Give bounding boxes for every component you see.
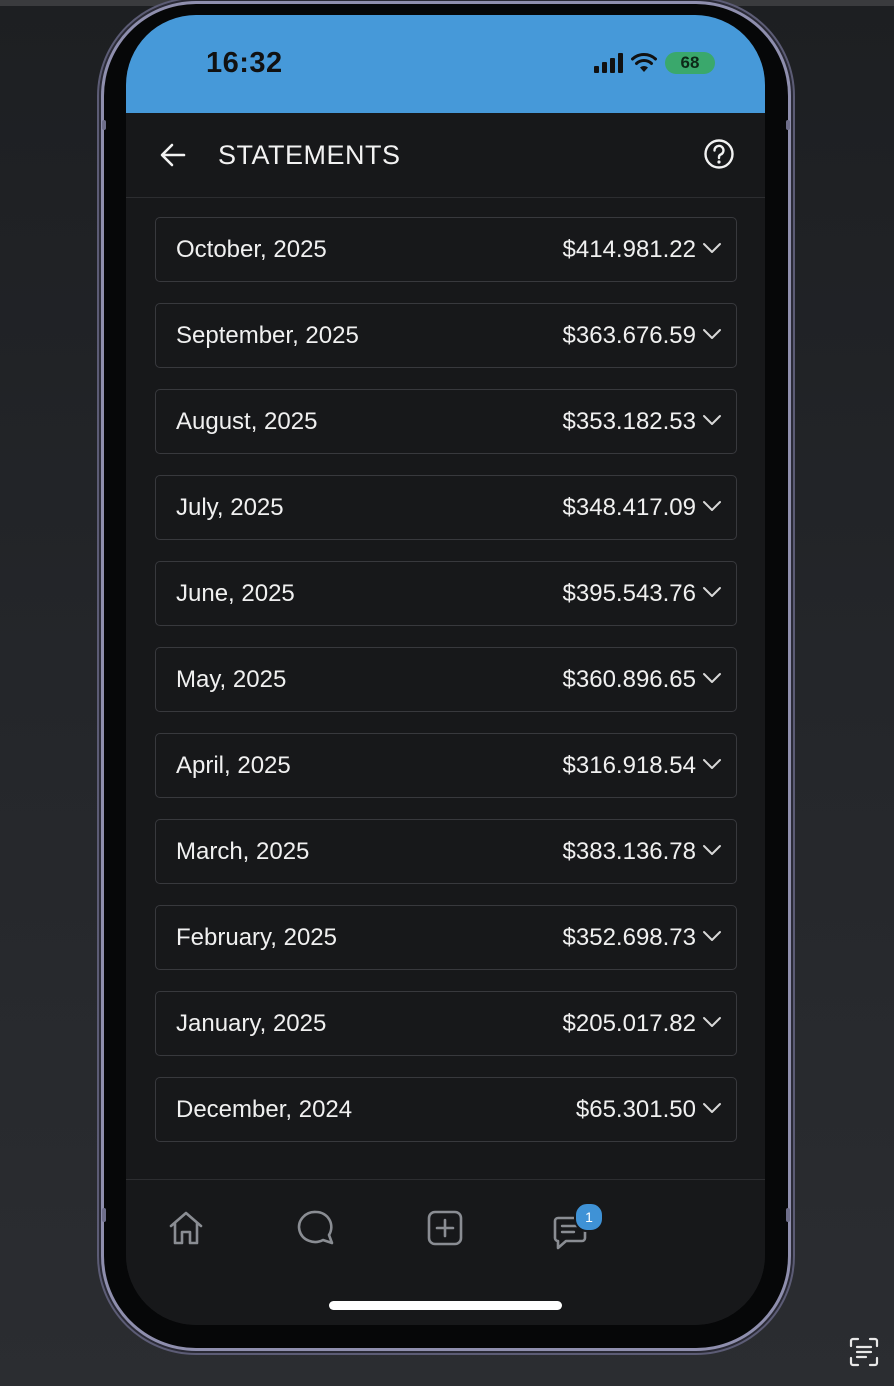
statement-amount: $352.698.73 xyxy=(562,924,696,951)
statement-amount: $395.543.76 xyxy=(562,580,696,607)
home-icon[interactable] xyxy=(166,1208,206,1248)
statement-row[interactable]: May, 2025 $360.896.65 xyxy=(155,647,737,712)
chevron-down-icon[interactable] xyxy=(702,413,722,427)
cellular-signal-icon xyxy=(594,53,623,73)
chevron-down-icon[interactable] xyxy=(702,327,722,341)
statement-row[interactable]: December, 2024 $65.301.50 xyxy=(155,1077,737,1142)
phone-volume-button xyxy=(102,1208,106,1222)
messages-badge: 1 xyxy=(574,1202,604,1232)
phone-power-button xyxy=(786,120,790,130)
chevron-down-icon[interactable] xyxy=(702,241,722,255)
statement-month: January, 2025 xyxy=(176,1010,327,1037)
statement-month: May, 2025 xyxy=(176,666,287,693)
phone-screen: 16:32 68 STATEMENTS October, xyxy=(126,15,765,1325)
statement-row[interactable]: August, 2025 $353.182.53 xyxy=(155,389,737,454)
status-icons: 68 xyxy=(594,52,715,74)
status-bar: 16:32 68 xyxy=(126,15,765,113)
statement-amount: $348.417.09 xyxy=(562,494,696,521)
scan-text-icon[interactable] xyxy=(849,1337,879,1367)
statement-month: March, 2025 xyxy=(176,838,310,865)
chevron-down-icon[interactable] xyxy=(702,843,722,857)
statement-row[interactable]: March, 2025 $383.136.78 xyxy=(155,819,737,884)
statement-row[interactable]: February, 2025 $352.698.73 xyxy=(155,905,737,970)
chevron-down-icon[interactable] xyxy=(702,585,722,599)
statement-row[interactable]: July, 2025 $348.417.09 xyxy=(155,475,737,540)
chevron-down-icon[interactable] xyxy=(702,1101,722,1115)
statement-month: April, 2025 xyxy=(176,752,291,779)
chevron-down-icon[interactable] xyxy=(702,499,722,513)
home-indicator[interactable] xyxy=(329,1301,562,1310)
statement-month: August, 2025 xyxy=(176,408,318,435)
statement-row[interactable]: April, 2025 $316.918.54 xyxy=(155,733,737,798)
statement-row[interactable]: June, 2025 $395.543.76 xyxy=(155,561,737,626)
statements-list: October, 2025 $414.981.22 September, 2025 $… xyxy=(155,217,737,1163)
statement-month: December, 2024 xyxy=(176,1096,353,1123)
page-header: STATEMENTS xyxy=(126,113,765,198)
bottom-tab-bar: 1 xyxy=(126,1179,765,1325)
statement-amount: $360.896.65 xyxy=(562,666,696,693)
status-time: 16:32 xyxy=(206,47,283,79)
wifi-icon xyxy=(631,53,657,72)
statement-amount: $316.918.54 xyxy=(562,752,696,779)
statement-amount: $353.182.53 xyxy=(562,408,696,435)
chevron-down-icon[interactable] xyxy=(702,671,722,685)
statement-month: September, 2025 xyxy=(176,322,359,349)
top-border xyxy=(0,0,894,6)
statement-row[interactable]: September, 2025 $363.676.59 xyxy=(155,303,737,368)
question-circle-icon[interactable] xyxy=(703,138,735,170)
chevron-down-icon[interactable] xyxy=(702,1015,722,1029)
statement-amount: $65.301.50 xyxy=(575,1096,696,1123)
page-title: STATEMENTS xyxy=(218,140,401,170)
statement-month: June, 2025 xyxy=(176,580,295,607)
arrow-left-icon[interactable] xyxy=(158,140,188,170)
statement-month: July, 2025 xyxy=(176,494,284,521)
statement-row[interactable]: January, 2025 $205.017.82 xyxy=(155,991,737,1056)
chevron-down-icon[interactable] xyxy=(702,757,722,771)
phone-side-button xyxy=(102,120,106,130)
statement-amount: $414.981.22 xyxy=(562,236,696,263)
statement-amount: $383.136.78 xyxy=(562,838,696,865)
statement-amount: $363.676.59 xyxy=(562,322,696,349)
statement-month: February, 2025 xyxy=(176,924,337,951)
chevron-down-icon[interactable] xyxy=(702,929,722,943)
battery-indicator: 68 xyxy=(665,52,715,74)
plus-square-icon[interactable] xyxy=(425,1208,465,1248)
statement-month: October, 2025 xyxy=(176,236,327,263)
chat-bubble-icon[interactable] xyxy=(296,1208,336,1248)
phone-side-button-lower xyxy=(786,1208,790,1222)
statement-amount: $205.017.82 xyxy=(562,1010,696,1037)
statement-row[interactable]: October, 2025 $414.981.22 xyxy=(155,217,737,282)
